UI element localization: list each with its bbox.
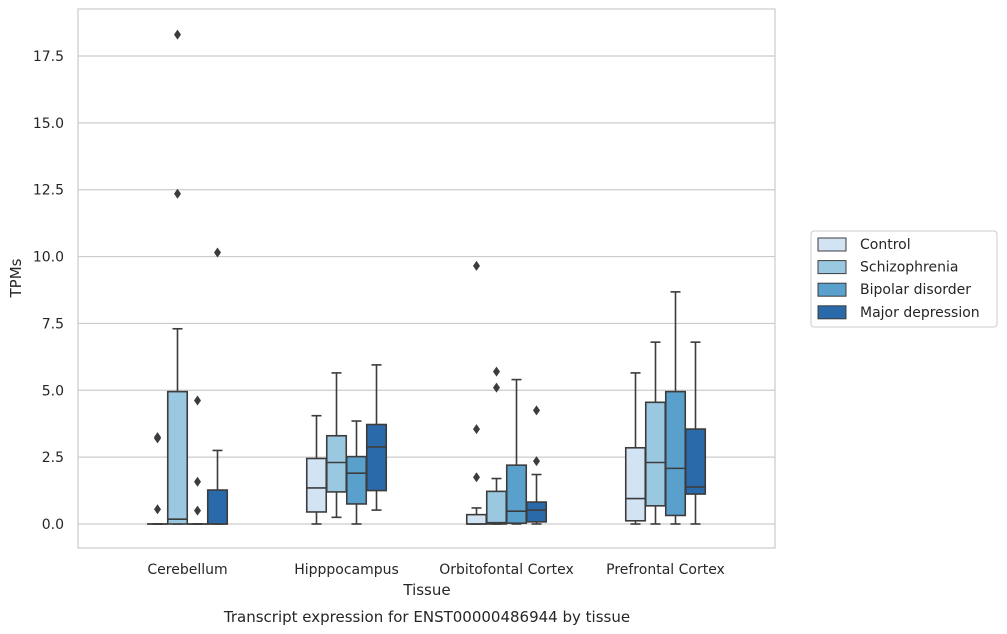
box-schizophrenia <box>166 29 189 525</box>
x-tick-labels: Cerebellum Hipppocampus Orbitofontal Corte… <box>147 562 724 578</box>
box-bipolar-disorder <box>345 420 368 525</box>
outlier-point <box>194 395 201 406</box>
y-tick-label: 12.5 <box>33 183 64 199</box>
box-bipolar-disorder <box>505 378 528 525</box>
chart-caption: Transcript expression for ENST0000048694… <box>223 608 630 626</box>
x-tick-label: Hipppocampus <box>294 562 399 578</box>
x-tick-label: Prefrontal Cortex <box>606 562 725 578</box>
outlier-point <box>174 188 181 199</box>
grid-lines <box>78 55 775 525</box>
y-tick-label: 0.0 <box>42 517 64 533</box>
y-tick-label: 7.5 <box>42 316 64 332</box>
box-body <box>525 501 548 523</box>
box-body <box>485 490 508 525</box>
legend-swatch <box>817 237 847 252</box>
outlier-point <box>533 456 540 467</box>
y-tick-label: 15.0 <box>33 116 64 132</box>
y-tick-label: 5.0 <box>42 383 64 399</box>
legend-label: Control <box>860 237 911 253</box>
box-control <box>465 260 488 525</box>
legend-frame <box>810 230 998 328</box>
box-body <box>206 489 229 525</box>
x-axis-label: Tissue <box>402 581 450 599</box>
legend-swatch <box>817 282 847 297</box>
y-tick-label: 17.5 <box>33 49 64 65</box>
outlier-point <box>493 382 500 393</box>
box-body <box>166 390 189 525</box>
box-major-depression <box>206 247 229 525</box>
box-schizophrenia <box>644 341 667 525</box>
y-tick-labels: 0.0 2.5 5.0 7.5 10.0 12.5 15.0 17.5 <box>33 49 64 533</box>
box-body <box>664 390 687 517</box>
box-bipolar-disorder <box>664 291 687 525</box>
legend-swatch <box>817 305 847 320</box>
outlier-point <box>174 29 181 40</box>
outlier-point <box>194 505 201 516</box>
outlier-point <box>533 405 540 416</box>
x-tick-label: Cerebellum <box>147 562 227 578</box>
box-body <box>505 464 528 524</box>
y-axis-label: TPMs <box>7 258 25 298</box>
box-body <box>684 428 707 495</box>
x-tick-label: Orbitofontal Cortex <box>439 562 574 578</box>
legend-label: Schizophrenia <box>860 260 958 276</box>
box-body <box>305 457 328 513</box>
box-schizophrenia <box>325 372 348 519</box>
box-schizophrenia <box>485 366 508 525</box>
outlier-point <box>493 366 500 377</box>
legend-swatch <box>817 260 847 275</box>
box-bipolar-disorder <box>186 395 209 525</box>
box-body <box>345 455 368 505</box>
box-body <box>325 434 348 493</box>
legend-label: Major depression <box>860 305 980 321</box>
plot-frame <box>77 8 776 549</box>
outlier-point <box>473 424 480 435</box>
outlier-point <box>154 504 161 515</box>
outlier-point <box>473 260 480 271</box>
outlier-point <box>194 476 201 487</box>
box-body <box>465 513 488 525</box>
outlier-point <box>473 472 480 483</box>
box-control <box>305 414 328 525</box>
box-plot-marks <box>146 29 707 525</box>
box-control <box>624 372 647 525</box>
y-tick-label: 10.0 <box>33 250 64 266</box>
legend: Control Schizophrenia Bipolar disorder Majo… <box>810 230 998 328</box>
box-body <box>365 423 388 492</box>
box-body <box>624 446 647 522</box>
y-tick-label: 2.5 <box>42 450 64 466</box>
box-control <box>146 432 169 525</box>
outlier-point <box>154 432 161 443</box>
box-major-depression <box>365 364 388 511</box>
outlier-point <box>214 247 221 258</box>
box-body <box>644 401 667 507</box>
box-major-depression <box>525 405 548 525</box>
legend-label: Bipolar disorder <box>860 282 971 298</box>
box-major-depression <box>684 341 707 525</box>
